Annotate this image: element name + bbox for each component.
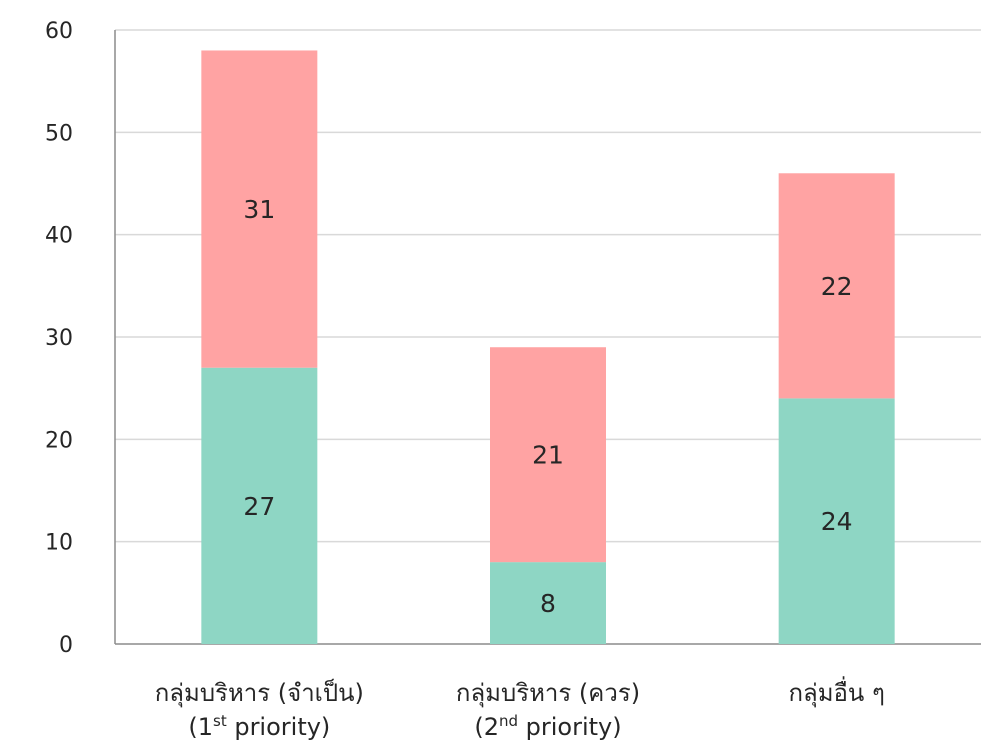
x-category-label: กลุ่มบริหาร (จำเป็น) (1st priority)	[119, 676, 399, 744]
bar-segment-upper	[201, 50, 318, 368]
category-line-1: กลุ่มบริหาร (ควร)	[455, 679, 641, 707]
data-labels: 27 31 8 21 24 22	[243, 195, 852, 618]
bars	[201, 50, 895, 644]
bar-segment-upper	[490, 347, 606, 563]
bar-value-label: 21	[532, 441, 564, 470]
bar-value-label: 8	[540, 589, 556, 618]
y-tick-label: 60	[45, 19, 73, 44]
category-line-2: (2nd priority)	[474, 712, 622, 741]
bar-value-label: 27	[243, 492, 275, 521]
y-tick-label: 50	[45, 121, 73, 146]
y-tick-label: 30	[45, 326, 73, 351]
bar-value-label: 22	[821, 272, 853, 301]
y-tick-label: 0	[59, 633, 73, 658]
y-tick-labels: 0 10 20 30 40 50 60	[45, 19, 73, 658]
bar-segment-lower	[490, 562, 606, 644]
category-line-1: กลุ่มบริหาร (จำเป็น)	[154, 679, 364, 707]
bar-segment-upper	[778, 173, 895, 399]
category-line-1: กลุ่มอื่น ๆ	[788, 679, 885, 707]
bar-value-label: 31	[243, 195, 275, 224]
y-tick-label: 40	[45, 224, 73, 249]
bar-segment-lower	[201, 367, 318, 644]
bar-value-label: 24	[821, 507, 853, 536]
x-category-label: กลุ่มบริหาร (ควร) (2nd priority)	[408, 676, 688, 744]
category-line-2: (1st priority)	[188, 712, 331, 741]
x-category-label: กลุ่มอื่น ๆ	[697, 676, 977, 710]
y-tick-label: 10	[45, 531, 73, 556]
bar-segment-lower	[778, 398, 895, 644]
y-tick-label: 20	[45, 428, 73, 453]
